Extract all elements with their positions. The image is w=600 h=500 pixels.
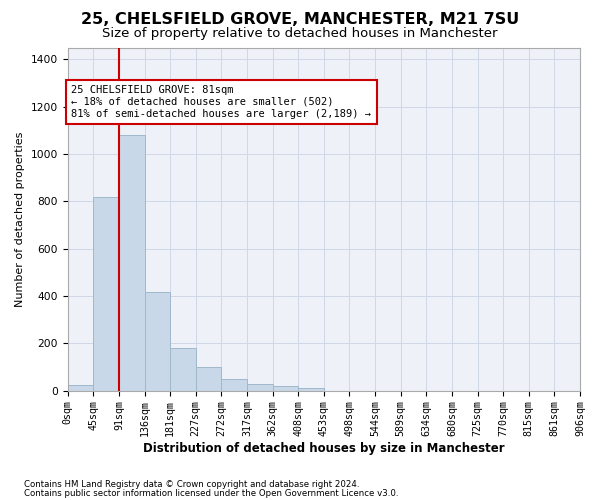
Text: Contains HM Land Registry data © Crown copyright and database right 2024.: Contains HM Land Registry data © Crown c… [24,480,359,489]
Bar [170,348,196,391]
Bar [272,386,298,390]
Y-axis label: Number of detached properties: Number of detached properties [15,132,25,307]
Text: Contains public sector information licensed under the Open Government Licence v3: Contains public sector information licen… [24,489,398,498]
Bar [93,196,119,390]
Bar [145,292,170,390]
Text: 25, CHELSFIELD GROVE, MANCHESTER, M21 7SU: 25, CHELSFIELD GROVE, MANCHESTER, M21 7S… [81,12,519,28]
Bar [119,135,145,390]
Bar [221,379,247,390]
Text: 25 CHELSFIELD GROVE: 81sqm
← 18% of detached houses are smaller (502)
81% of sem: 25 CHELSFIELD GROVE: 81sqm ← 18% of deta… [71,86,371,118]
Bar [196,367,221,390]
Text: Size of property relative to detached houses in Manchester: Size of property relative to detached ho… [102,28,498,40]
Bar [298,388,324,390]
Bar [68,385,93,390]
X-axis label: Distribution of detached houses by size in Manchester: Distribution of detached houses by size … [143,442,505,455]
Bar [247,384,272,390]
